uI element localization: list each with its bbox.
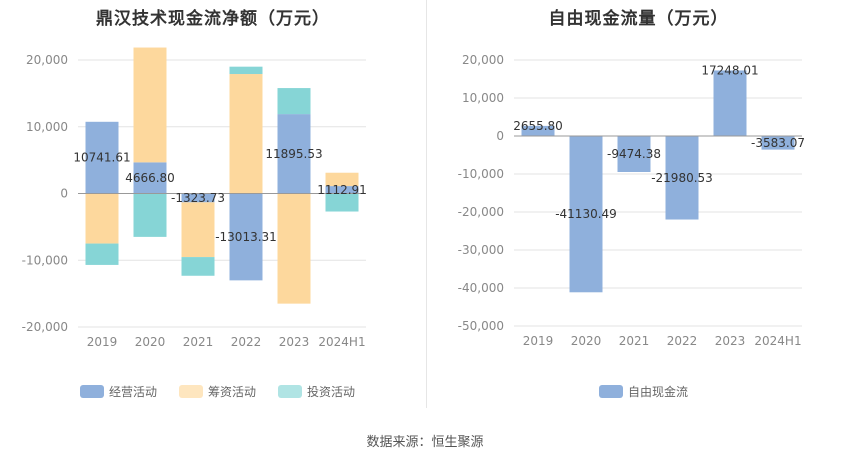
data-label: 4666.80: [125, 171, 175, 185]
legend-left: 经营活动 筹资活动 投资活动: [80, 383, 377, 400]
bar-筹资活动-2020: [133, 47, 167, 163]
x-tick-label: 2024H1: [754, 334, 801, 348]
bar-经营活动-2024H1: [325, 186, 359, 194]
bar-自由现金流-2021: [617, 136, 651, 173]
x-tick-label: 2021: [183, 335, 214, 349]
legend-item[interactable]: 筹资活动: [179, 383, 256, 400]
panel-divider: [426, 0, 427, 408]
x-tick-label: 2022: [667, 334, 698, 348]
legend-swatch: [80, 385, 104, 398]
data-source: 数据来源：恒生聚源: [366, 435, 484, 450]
legend-label: 自由现金流: [628, 385, 689, 399]
legend-label: 投资活动: [307, 385, 356, 399]
data-label: -3583.07: [751, 136, 805, 150]
bar-自由现金流-2022: [665, 136, 699, 220]
y-tick-label: 0: [496, 129, 504, 143]
chart-title-left: 鼎汉技术现金流净额（万元）: [96, 9, 330, 29]
bar-投资活动-2020: [133, 193, 167, 237]
x-tick-label: 2019: [523, 334, 554, 348]
y-tick-label: 0: [60, 187, 68, 201]
bar-经营活动-2022: [229, 193, 263, 281]
bar-自由现金流-2020: [569, 136, 603, 293]
data-label: 11895.53: [265, 147, 322, 161]
bar-筹资活动-2019: [85, 193, 119, 244]
x-tick-label: 2021: [619, 334, 650, 348]
free-cashflow-chart: 20,000 10,000 0 -10,000 -20,000 -30,000 -40,00…: [458, 53, 805, 348]
legend-right: 自由现金流: [599, 383, 710, 400]
x-tick-label: 2020: [571, 334, 602, 348]
legend-swatch: [599, 385, 623, 398]
y-tick-label: 10,000: [462, 91, 504, 105]
bar-筹资活动-2023: [277, 193, 311, 304]
bar-筹资活动-2021: [181, 202, 215, 258]
data-label: 2655.80: [513, 119, 563, 133]
data-label: -41130.49: [555, 207, 617, 221]
legend-item[interactable]: 经营活动: [80, 383, 157, 400]
bar-经营活动-2021: [181, 193, 215, 203]
bar-自由现金流-2023: [713, 70, 747, 136]
y-tick-label: 10,000: [26, 120, 68, 134]
legend-swatch: [278, 385, 303, 398]
data-label: -1323.73: [171, 191, 225, 205]
legend-item[interactable]: 自由现金流: [599, 383, 688, 400]
bar-投资活动-2024H1: [325, 193, 359, 212]
free-cashflow-panel: 自由现金流量（万元） 20,000 10,000 0 -10,000 -20,000 -3…: [427, 0, 850, 420]
bar-经营活动-2023: [277, 114, 311, 194]
cashflow-net-panel: 鼎汉技术现金流净额（万元） 20,000 10,000 0 -10,000 -20,00…: [0, 0, 426, 420]
bar-投资活动-2023: [277, 88, 311, 115]
x-tick-label: 2022: [231, 335, 262, 349]
legend-swatch: [179, 385, 204, 398]
x-tick-label: 2020: [135, 335, 166, 349]
y-tick-label: -20,000: [458, 205, 504, 219]
x-tick-label: 2023: [715, 334, 746, 348]
bar-投资活动-2019: [85, 243, 119, 265]
bar-筹资活动-2022: [229, 74, 263, 194]
legend-label: 筹资活动: [208, 385, 257, 399]
data-label: -9474.38: [607, 147, 661, 161]
y-tick-label: -50,000: [458, 319, 504, 333]
x-tick-label: 2023: [279, 335, 310, 349]
bar-自由现金流-2019: [521, 125, 555, 136]
y-tick-label: 20,000: [26, 53, 68, 67]
chart-title-right: 自由现金流量（万元）: [548, 9, 729, 29]
bar-自由现金流-2024H1: [761, 136, 795, 150]
x-tick-label: 2019: [87, 335, 118, 349]
data-label: 17248.01: [701, 63, 758, 77]
bar-投资活动-2022: [229, 66, 263, 75]
legend-label: 经营活动: [109, 385, 158, 399]
x-tick-label: 2024H1: [318, 335, 365, 349]
y-tick-label: -40,000: [458, 281, 504, 295]
bar-筹资活动-2024H1: [325, 172, 359, 187]
bar-经营活动-2019: [85, 121, 119, 194]
y-tick-label: -10,000: [458, 167, 504, 181]
bar-经营活动-2020: [133, 162, 167, 194]
legend-item[interactable]: 投资活动: [278, 383, 355, 400]
data-label: 10741.61: [73, 151, 130, 165]
y-tick-label: -10,000: [22, 253, 68, 267]
data-label: -21980.53: [651, 171, 713, 185]
data-label: 1112.91: [317, 183, 367, 197]
y-tick-label: -30,000: [458, 243, 504, 257]
data-label: -13013.31: [215, 230, 277, 244]
bar-投资活动-2021: [181, 257, 215, 276]
y-tick-label: -20,000: [22, 320, 68, 334]
cashflow-net-chart: 20,000 10,000 0 -10,000 -20,000 2019 2020 2021 2…: [22, 47, 367, 349]
y-tick-label: 20,000: [462, 53, 504, 67]
